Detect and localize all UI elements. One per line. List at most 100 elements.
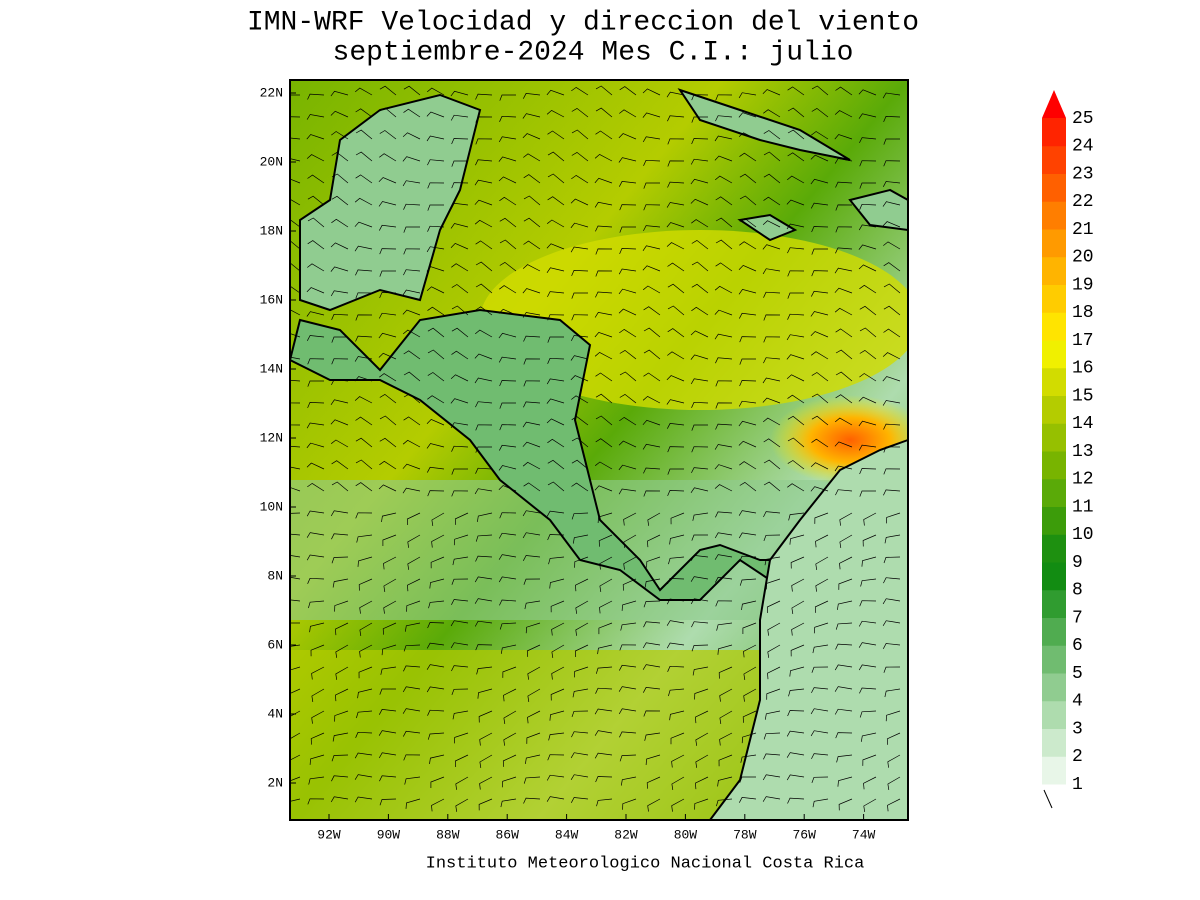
wind-barb bbox=[667, 328, 685, 338]
wind-barb bbox=[499, 94, 516, 101]
wind-barb bbox=[860, 578, 877, 587]
wind-barb bbox=[787, 270, 805, 277]
wind-barb bbox=[311, 688, 325, 702]
wind-barb bbox=[306, 335, 325, 341]
wind-barb bbox=[858, 664, 877, 671]
wind-barb bbox=[715, 402, 733, 409]
wind-barb bbox=[575, 600, 589, 614]
wind-barb bbox=[835, 489, 853, 496]
wind-barb bbox=[668, 688, 685, 697]
wind-barb bbox=[643, 225, 661, 232]
wind-barb bbox=[594, 730, 613, 736]
wind-barb bbox=[290, 219, 301, 228]
map-field bbox=[290, 80, 908, 820]
lon-label: 74W bbox=[852, 827, 876, 842]
wind-barb bbox=[290, 309, 301, 316]
wind-barb bbox=[498, 554, 517, 560]
wind-barb bbox=[834, 686, 853, 692]
wind-barb bbox=[887, 754, 901, 768]
wind-barb bbox=[331, 336, 348, 343]
wind-barb bbox=[691, 219, 709, 228]
wind-barb bbox=[668, 556, 685, 565]
wind-barb bbox=[763, 109, 781, 118]
wind-barb bbox=[306, 554, 325, 561]
wind-barb bbox=[379, 107, 397, 118]
wind-barb bbox=[359, 644, 373, 658]
wind-barb bbox=[290, 466, 301, 470]
wind-barb bbox=[290, 710, 301, 717]
wind-barb bbox=[306, 154, 325, 162]
wind-barb bbox=[523, 153, 541, 162]
wind-barb bbox=[402, 463, 421, 470]
wind-barb bbox=[738, 797, 757, 803]
wind-barb bbox=[738, 264, 757, 272]
wind-barb bbox=[835, 394, 853, 404]
wind-barb bbox=[546, 243, 565, 250]
wind-barb bbox=[381, 512, 397, 523]
wind-barb bbox=[379, 85, 397, 96]
wind-barb bbox=[834, 110, 853, 118]
lon-label: 82W bbox=[614, 827, 638, 842]
wind-barb bbox=[450, 114, 469, 121]
wind-barb bbox=[378, 312, 397, 319]
wind-barb bbox=[479, 776, 493, 790]
wind-barb bbox=[451, 445, 469, 452]
wind-barb bbox=[787, 247, 805, 254]
lat-label: 18N bbox=[260, 223, 283, 238]
wind-barb bbox=[644, 732, 661, 741]
wind-barb bbox=[380, 666, 397, 675]
wind-barb bbox=[355, 129, 373, 140]
wind-barb bbox=[330, 242, 349, 250]
wind-barb bbox=[570, 222, 589, 229]
wind-barb bbox=[356, 534, 373, 543]
wind-barb bbox=[835, 328, 853, 338]
wind-barb bbox=[309, 622, 325, 633]
wind-barb bbox=[306, 311, 325, 317]
wind-barb bbox=[691, 446, 709, 453]
wind-barb bbox=[738, 312, 757, 319]
wind-barb bbox=[715, 380, 733, 387]
wind-barb bbox=[619, 226, 636, 233]
wind-barb bbox=[454, 512, 469, 525]
wind-barb bbox=[572, 534, 589, 544]
lon-label: 76W bbox=[792, 827, 816, 842]
wind-barb bbox=[835, 204, 853, 211]
wind-barb bbox=[739, 555, 757, 562]
wind-barb bbox=[406, 600, 421, 612]
wind-barb bbox=[666, 642, 685, 649]
wind-barb bbox=[402, 439, 421, 448]
wind-barb bbox=[670, 512, 685, 525]
colorbar-label: 4 bbox=[1072, 692, 1083, 712]
wind-barb bbox=[331, 460, 349, 470]
wind-barb bbox=[474, 598, 493, 604]
wind-barb bbox=[810, 311, 829, 317]
colorbar-label: 21 bbox=[1072, 220, 1094, 240]
wind-barb bbox=[599, 556, 613, 570]
wind-barb bbox=[355, 416, 373, 426]
wind-barb bbox=[402, 309, 421, 316]
wind-barb bbox=[738, 112, 757, 118]
lon-label: 80W bbox=[674, 827, 698, 842]
wind-barb bbox=[691, 306, 709, 316]
wind-barb bbox=[426, 686, 445, 693]
wind-barb bbox=[427, 182, 445, 189]
wind-barb bbox=[859, 687, 877, 694]
wind-barb bbox=[643, 467, 661, 474]
wind-barb bbox=[738, 132, 757, 140]
wind-barb bbox=[357, 688, 373, 699]
wind-barb bbox=[763, 511, 781, 518]
wind-barb bbox=[596, 798, 613, 807]
wind-barb bbox=[714, 333, 733, 340]
wind-barb bbox=[690, 158, 709, 165]
wind-barb bbox=[836, 754, 853, 763]
wind-barb bbox=[451, 138, 469, 145]
wind-barb bbox=[427, 159, 445, 166]
wind-barb bbox=[787, 129, 805, 140]
wind-barb bbox=[883, 241, 901, 250]
wind-barb bbox=[834, 708, 853, 715]
wind-barb bbox=[810, 730, 829, 737]
wind-barb bbox=[354, 376, 373, 382]
wind-barb bbox=[642, 664, 661, 670]
credit: Instituto Meteorologico Nacional Costa R… bbox=[426, 854, 865, 873]
wind-barb bbox=[788, 512, 805, 521]
